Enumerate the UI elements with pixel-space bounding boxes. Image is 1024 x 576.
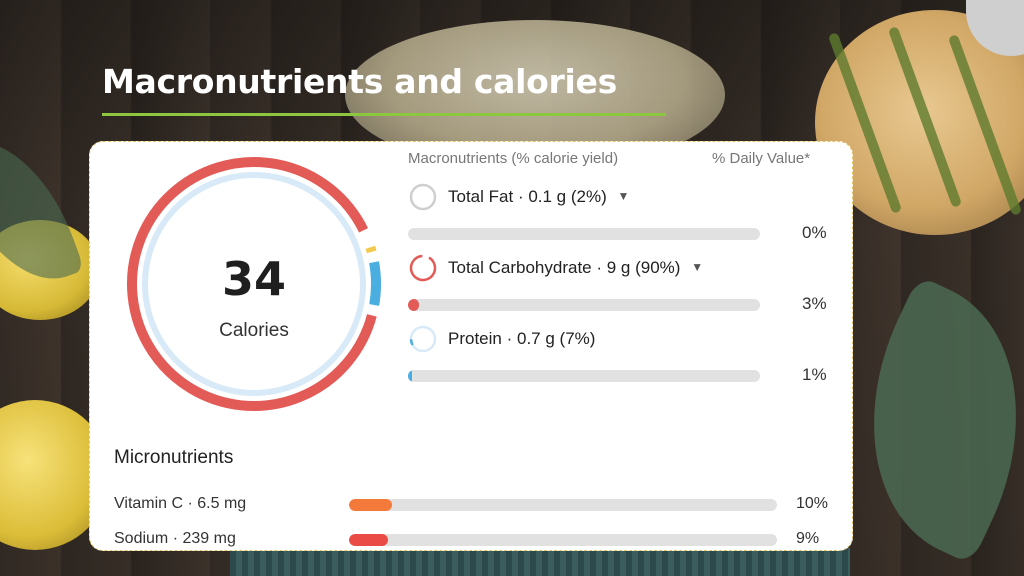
daily-value-percent: 10% <box>796 495 828 513</box>
macro-row-carbohydrate[interactable]: Total Carbohydrate · 9 g (90%) ▼ 3% <box>408 251 828 311</box>
macro-amount: · 0.7 g (7%) <box>507 329 596 348</box>
protein-ring-icon <box>408 324 438 354</box>
micro-row-vitamin-c: Vitamin C · 6.5 mg 10% <box>114 491 834 517</box>
chevron-down-icon[interactable]: ▼ <box>617 189 629 203</box>
macronutrients-header: Macronutrients (% calorie yield) <box>408 150 618 167</box>
micro-row-sodium: Sodium · 239 mg 9% <box>114 526 834 551</box>
macro-row-fat[interactable]: Total Fat · 0.1 g (2%) ▼ 0% <box>408 180 828 240</box>
daily-value-bar-fill <box>408 370 412 382</box>
macro-name: Total Fat <box>448 187 513 206</box>
daily-value-bar <box>349 534 777 546</box>
daily-value-bar <box>408 370 760 382</box>
micro-name: Sodium · 239 mg <box>114 530 236 548</box>
macro-amount: · 0.1 g (2%) <box>518 187 607 206</box>
daily-value-bar-fill <box>408 299 419 311</box>
macro-amount: · 9 g (90%) <box>596 258 680 277</box>
carbohydrate-ring-icon <box>408 253 438 283</box>
micronutrients-header: Micronutrients <box>114 447 233 469</box>
daily-value-percent: 0% <box>802 223 827 243</box>
calorie-label: Calories <box>124 320 384 342</box>
macro-row-protein[interactable]: Protein · 0.7 g (7%) 1% <box>408 322 828 382</box>
daily-value-percent: 9% <box>796 530 819 548</box>
calorie-value: 34 <box>124 252 384 306</box>
daily-value-bar <box>408 228 760 240</box>
knit-sweater-image <box>230 548 850 576</box>
daily-value-percent: 3% <box>802 294 827 314</box>
nutrition-card: 34 Calories Macronutrients (% calorie yi… <box>89 141 853 551</box>
calorie-ring: 34 Calories <box>124 154 384 414</box>
daily-value-bar-fill <box>349 499 392 511</box>
micro-name: Vitamin C · 6.5 mg <box>114 495 246 513</box>
title-underline <box>102 113 666 116</box>
chevron-down-icon[interactable]: ▼ <box>691 260 703 274</box>
daily-value-bar-fill <box>349 534 388 546</box>
daily-value-header: % Daily Value* <box>712 150 810 167</box>
daily-value-bar <box>349 499 777 511</box>
macro-name: Protein <box>448 329 502 348</box>
fat-ring-icon <box>408 182 438 212</box>
daily-value-bar <box>408 299 760 311</box>
macro-name: Total Carbohydrate <box>448 258 592 277</box>
daily-value-percent: 1% <box>802 365 827 385</box>
page-title: Macronutrients and calories <box>102 62 617 101</box>
